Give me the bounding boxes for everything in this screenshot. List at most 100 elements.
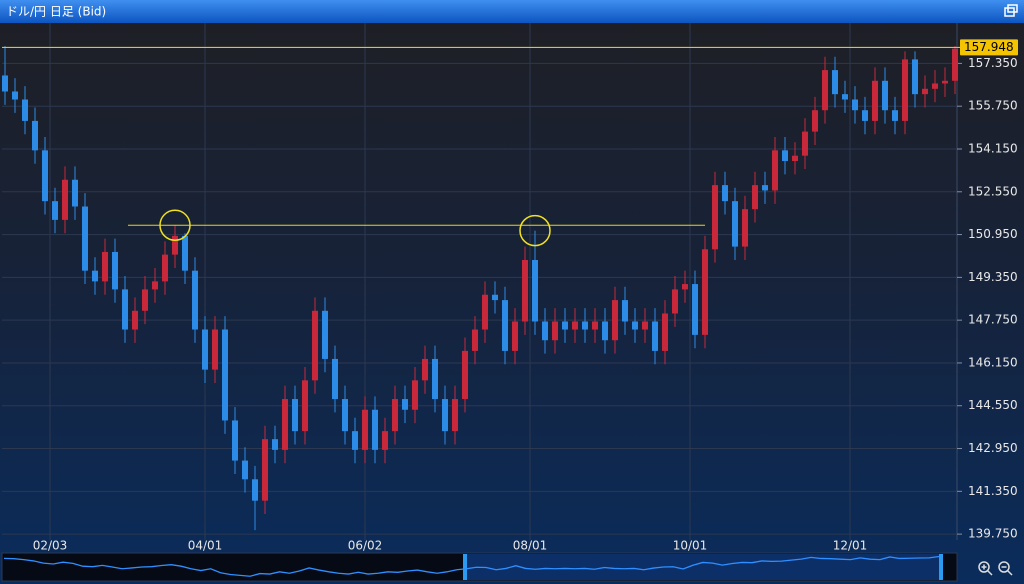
candle-body bbox=[12, 91, 18, 100]
candle-body bbox=[2, 75, 8, 92]
candle-body bbox=[362, 409, 368, 450]
candle-body bbox=[212, 329, 218, 370]
zoom-out[interactable] bbox=[998, 561, 1013, 576]
candle-body bbox=[832, 70, 838, 95]
last-price-label: 157.948 bbox=[964, 40, 1014, 54]
candle-body bbox=[312, 310, 318, 381]
candle-body bbox=[112, 251, 118, 290]
candle-body bbox=[492, 294, 498, 301]
candle-body bbox=[502, 300, 508, 351]
candle-body bbox=[302, 380, 308, 432]
candle-body bbox=[922, 88, 928, 95]
candle-body bbox=[592, 321, 598, 330]
candle-body bbox=[472, 329, 478, 351]
candle-body bbox=[612, 300, 618, 341]
candle-body bbox=[242, 460, 248, 480]
y-tick-label: 147.750 bbox=[968, 313, 1018, 327]
candle-body bbox=[422, 358, 428, 381]
candle-body bbox=[842, 94, 848, 100]
candle-body bbox=[222, 329, 228, 421]
candle-body bbox=[442, 399, 448, 432]
candle-body bbox=[872, 80, 878, 121]
candle-body bbox=[742, 209, 748, 247]
candle-body bbox=[262, 439, 268, 501]
y-tick-label: 141.350 bbox=[968, 484, 1018, 498]
candle-body bbox=[942, 80, 948, 84]
candle-body bbox=[512, 321, 518, 351]
candle-body bbox=[882, 80, 888, 111]
candle-body bbox=[292, 399, 298, 432]
x-tick-label: 06/02 bbox=[348, 539, 383, 553]
restore-button[interactable] bbox=[1004, 4, 1018, 17]
candle-body bbox=[702, 249, 708, 335]
highlight-circle bbox=[159, 209, 191, 241]
candle-body bbox=[952, 48, 958, 81]
candle-body bbox=[532, 259, 538, 322]
grid bbox=[2, 23, 957, 540]
navigator-handle[interactable] bbox=[463, 554, 467, 580]
candle-body bbox=[452, 399, 458, 432]
candle-body bbox=[372, 409, 378, 450]
candle-body bbox=[322, 310, 328, 359]
candle-body bbox=[632, 321, 638, 330]
candle-body bbox=[782, 150, 788, 162]
candle-body bbox=[772, 150, 778, 191]
candle-body bbox=[462, 350, 468, 400]
candle-body bbox=[282, 399, 288, 450]
candle-body bbox=[272, 439, 278, 450]
navigator-window[interactable] bbox=[465, 554, 941, 580]
candle-body bbox=[402, 399, 408, 410]
candle-body bbox=[552, 321, 558, 341]
candle-body bbox=[692, 284, 698, 335]
x-tick-label: 08/01 bbox=[513, 539, 548, 553]
candle-body bbox=[932, 83, 938, 89]
candle-body bbox=[392, 399, 398, 432]
navigator-handle[interactable] bbox=[939, 554, 943, 580]
zoom-in[interactable] bbox=[978, 561, 993, 576]
candle-body bbox=[582, 321, 588, 330]
candle-body bbox=[172, 235, 178, 255]
candle-body bbox=[662, 313, 668, 351]
x-tick-label: 02/03 bbox=[33, 539, 68, 553]
candle-body bbox=[162, 254, 168, 282]
candle-body bbox=[332, 358, 338, 400]
x-tick-label: 10/01 bbox=[673, 539, 708, 553]
candle-body bbox=[722, 185, 728, 202]
x-tick-label: 04/01 bbox=[188, 539, 223, 553]
y-tick-label: 146.150 bbox=[968, 355, 1018, 369]
y-tick-label: 144.550 bbox=[968, 398, 1018, 412]
highlight-circle bbox=[519, 214, 551, 247]
candle-body bbox=[762, 185, 768, 191]
candle-body bbox=[342, 399, 348, 432]
navigator-line bbox=[3, 555, 940, 577]
candle-body bbox=[22, 99, 28, 121]
candle-body bbox=[642, 321, 648, 330]
candle-body bbox=[62, 179, 68, 220]
candle-body bbox=[352, 431, 358, 450]
y-tick-label: 142.950 bbox=[968, 441, 1018, 455]
candle-body bbox=[542, 321, 548, 341]
candle-body bbox=[892, 110, 898, 121]
candle-body bbox=[902, 59, 908, 121]
x-tick-label: 12/01 bbox=[833, 539, 868, 553]
candle-body bbox=[52, 201, 58, 220]
y-tick-label: 150.950 bbox=[968, 227, 1018, 241]
y-tick-label: 154.150 bbox=[968, 141, 1018, 155]
candle-body bbox=[382, 431, 388, 450]
candle-body bbox=[852, 99, 858, 111]
candle-body bbox=[562, 321, 568, 330]
candle-body bbox=[122, 289, 128, 330]
last-price-box bbox=[960, 39, 1018, 56]
candle-body bbox=[182, 235, 188, 271]
candle-body bbox=[72, 179, 78, 207]
y-tick-label: 157.350 bbox=[968, 56, 1018, 70]
candle-body bbox=[672, 289, 678, 314]
candle-body bbox=[752, 185, 758, 210]
candle-body bbox=[602, 321, 608, 341]
candle-body bbox=[912, 59, 918, 95]
candle-body bbox=[32, 120, 38, 151]
candle-body bbox=[412, 380, 418, 410]
